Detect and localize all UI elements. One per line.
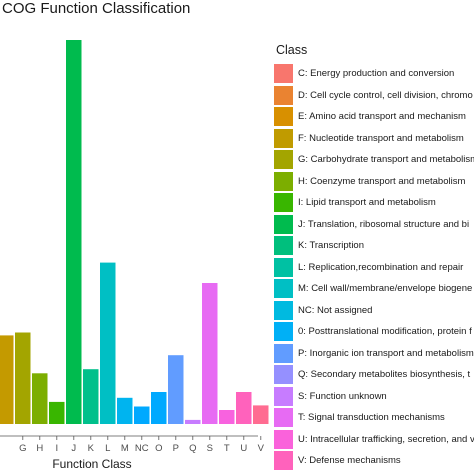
legend-label: M: Cell wall/membrane/envelope biogene: [298, 283, 473, 295]
legend-label: V: Defense mechanisms: [298, 455, 401, 467]
bar-o: [151, 392, 167, 424]
legend-item: P: Inorganic ion transport and metabolis…: [274, 343, 474, 365]
legend: C: Energy production and conversion D: Ce…: [274, 63, 474, 472]
legend-label: Q: Secondary metabolites biosynthesis, t: [298, 369, 471, 381]
legend-label: L: Replication,recombination and repair: [298, 261, 464, 273]
legend-label: 0: Posttranslational modification, prote…: [298, 326, 472, 338]
legend-item: Q: Secondary metabolites biosynthesis, t: [274, 364, 474, 386]
legend-label: D: Cell cycle control, cell division, ch…: [298, 89, 473, 101]
legend-item: J: Translation, ribosomal structure and …: [274, 214, 474, 236]
legend-item: G: Carbohydrate transport and metabolism: [274, 149, 474, 171]
legend-item: 0: Posttranslational modification, prote…: [274, 321, 474, 343]
bar-s: [202, 283, 218, 424]
legend-item: U: Intracellular trafficking, secretion,…: [274, 429, 474, 451]
bars-group: [0, 40, 269, 424]
bar-i: [49, 401, 65, 424]
x-tick-label: G: [19, 443, 26, 454]
bar-j: [66, 40, 82, 424]
x-tick-label: O: [155, 443, 162, 454]
x-tick-label: U: [240, 443, 247, 454]
bar-plot: G H I J K L M NC O P Q S T U V Function Class: [0, 40, 269, 471]
legend-swatch: [274, 386, 293, 406]
x-tick-label: Q: [189, 443, 196, 454]
legend-label: S: Function unknown: [298, 390, 387, 402]
bar-f: [0, 335, 14, 424]
legend-swatch: [274, 322, 293, 342]
legend-swatch: [274, 107, 293, 127]
bar-q: [185, 419, 201, 424]
legend-label: NC: Not assigned: [298, 304, 373, 316]
legend-swatch: [274, 214, 293, 234]
legend-swatch: [274, 451, 293, 471]
legend-swatch: [274, 128, 293, 148]
bar-v: [253, 405, 269, 424]
legend-item: T: Signal transduction mechanisms: [274, 407, 474, 429]
legend-label: I: Lipid transport and metabolism: [298, 197, 436, 209]
legend-item: V: Defense mechanisms: [274, 450, 474, 472]
legend-swatch: [274, 408, 293, 428]
chart-title: COG Function Classification: [2, 0, 191, 17]
bar-k: [83, 369, 99, 424]
legend-item: D: Cell cycle control, cell division, ch…: [274, 85, 474, 107]
legend-swatch: [274, 300, 293, 320]
x-tick-label: P: [173, 443, 179, 454]
legend-swatch: [274, 171, 293, 191]
legend-swatch: [274, 150, 293, 170]
legend-item: F: Nucleotide transport and metabolism: [274, 128, 474, 150]
bar-nc: [134, 406, 150, 424]
legend-title: Class: [276, 43, 308, 57]
bar-l: [100, 262, 116, 424]
bar-g: [15, 332, 31, 424]
legend-item: H: Coenzyme transport and metabolism: [274, 171, 474, 193]
bar-p: [168, 355, 184, 424]
x-axis-title: Function Class: [52, 457, 131, 471]
legend-swatch: [274, 279, 293, 299]
legend-label: C: Energy production and conversion: [298, 68, 455, 80]
x-tick-label: K: [88, 443, 95, 454]
x-tick-label: J: [71, 443, 76, 454]
legend-swatch: [274, 429, 293, 449]
legend-swatch: [274, 85, 293, 105]
legend-swatch: [274, 365, 293, 385]
legend-label: K: Transcription: [298, 240, 364, 252]
legend-swatch: [274, 64, 293, 84]
legend-item: L: Replication,recombination and repair: [274, 257, 474, 279]
legend-item: S: Function unknown: [274, 386, 474, 408]
legend-label: T: Signal transduction mechanisms: [298, 412, 445, 424]
x-ticks-group: G H I J K L M NC O P Q S T U V: [19, 436, 265, 454]
legend-label: J: Translation, ribosomal structure and …: [298, 218, 470, 230]
x-tick-label: I: [55, 443, 58, 454]
bar-h: [32, 373, 48, 424]
legend-label: U: Intracellular trafficking, secretion,…: [298, 433, 474, 445]
x-tick-label: H: [36, 443, 43, 454]
legend-label: G: Carbohydrate transport and metabolism: [298, 154, 474, 166]
legend-swatch: [274, 257, 293, 277]
x-tick-label: NC: [135, 443, 149, 454]
legend-item: I: Lipid transport and metabolism: [274, 192, 474, 214]
legend-label: F: Nucleotide transport and metabolism: [298, 132, 464, 144]
x-tick-label: S: [207, 443, 213, 454]
legend-item: K: Transcription: [274, 235, 474, 257]
x-tick-label: V: [258, 443, 265, 454]
legend-swatch: [274, 343, 293, 363]
legend-item: E: Amino acid transport and mechanism: [274, 106, 474, 128]
legend-label: P: Inorganic ion transport and metabolis…: [298, 347, 474, 359]
bar-u: [236, 392, 252, 424]
bar-t: [219, 410, 235, 424]
x-tick-label: L: [105, 443, 110, 454]
legend-item: M: Cell wall/membrane/envelope biogene: [274, 278, 474, 300]
x-tick-label: M: [121, 443, 129, 454]
x-tick-label: T: [224, 443, 230, 454]
legend-item: NC: Not assigned: [274, 300, 474, 322]
legend-label: E: Amino acid transport and mechanism: [298, 111, 466, 123]
bar-m: [117, 397, 133, 424]
legend-swatch: [274, 193, 293, 213]
legend-swatch: [274, 236, 293, 256]
legend-label: H: Coenzyme transport and metabolism: [298, 175, 466, 187]
legend-item: C: Energy production and conversion: [274, 63, 474, 85]
